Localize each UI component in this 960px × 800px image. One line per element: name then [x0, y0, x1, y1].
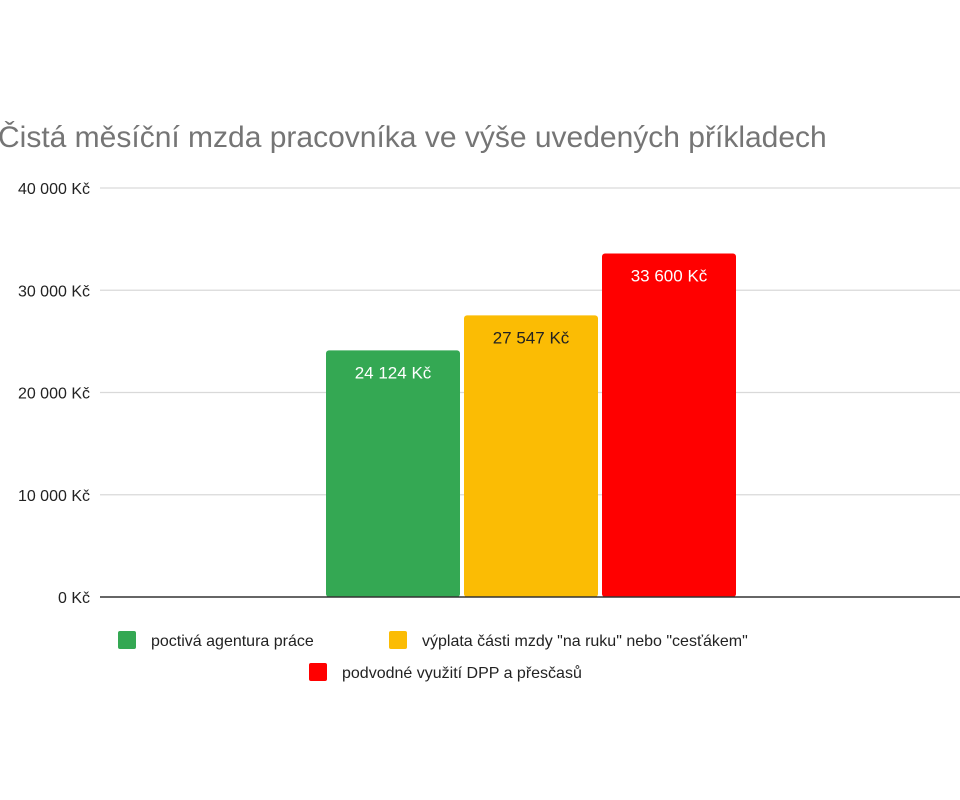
y-tick-label: 0 Kč [58, 590, 90, 607]
bar-data-label: 27 547 Kč [493, 328, 570, 347]
bar [602, 253, 736, 597]
bar [326, 350, 460, 597]
legend-swatch [389, 631, 407, 649]
chart-title: Čistá měsíční mzda pracovníka ve výše uv… [0, 120, 827, 154]
y-tick-label: 10 000 Kč [18, 488, 90, 505]
legend-label: výplata části mzdy "na ruku" nebo "cesťá… [422, 633, 748, 650]
legend-label: poctivá agentura práce [151, 633, 314, 650]
y-axis-ticks: 0 Kč 10 000 Kč 20 000 Kč 30 000 Kč 40 000 Kč [18, 181, 90, 607]
y-tick-label: 20 000 Kč [18, 386, 90, 403]
legend-label: podvodné využití DPP a přesčasů [342, 664, 582, 682]
legend-swatch [118, 631, 136, 649]
bar-data-label: 24 124 Kč [355, 363, 432, 382]
bars: 24 124 Kč 27 547 Kč 33 600 Kč [326, 253, 736, 597]
legend: poctivá agentura práce výplata části mzdy… [118, 631, 748, 682]
bar-data-label: 33 600 Kč [631, 266, 708, 285]
legend-swatch [309, 663, 327, 681]
bar [464, 315, 598, 597]
y-tick-label: 40 000 Kč [18, 181, 90, 198]
y-tick-label: 30 000 Kč [18, 283, 90, 300]
